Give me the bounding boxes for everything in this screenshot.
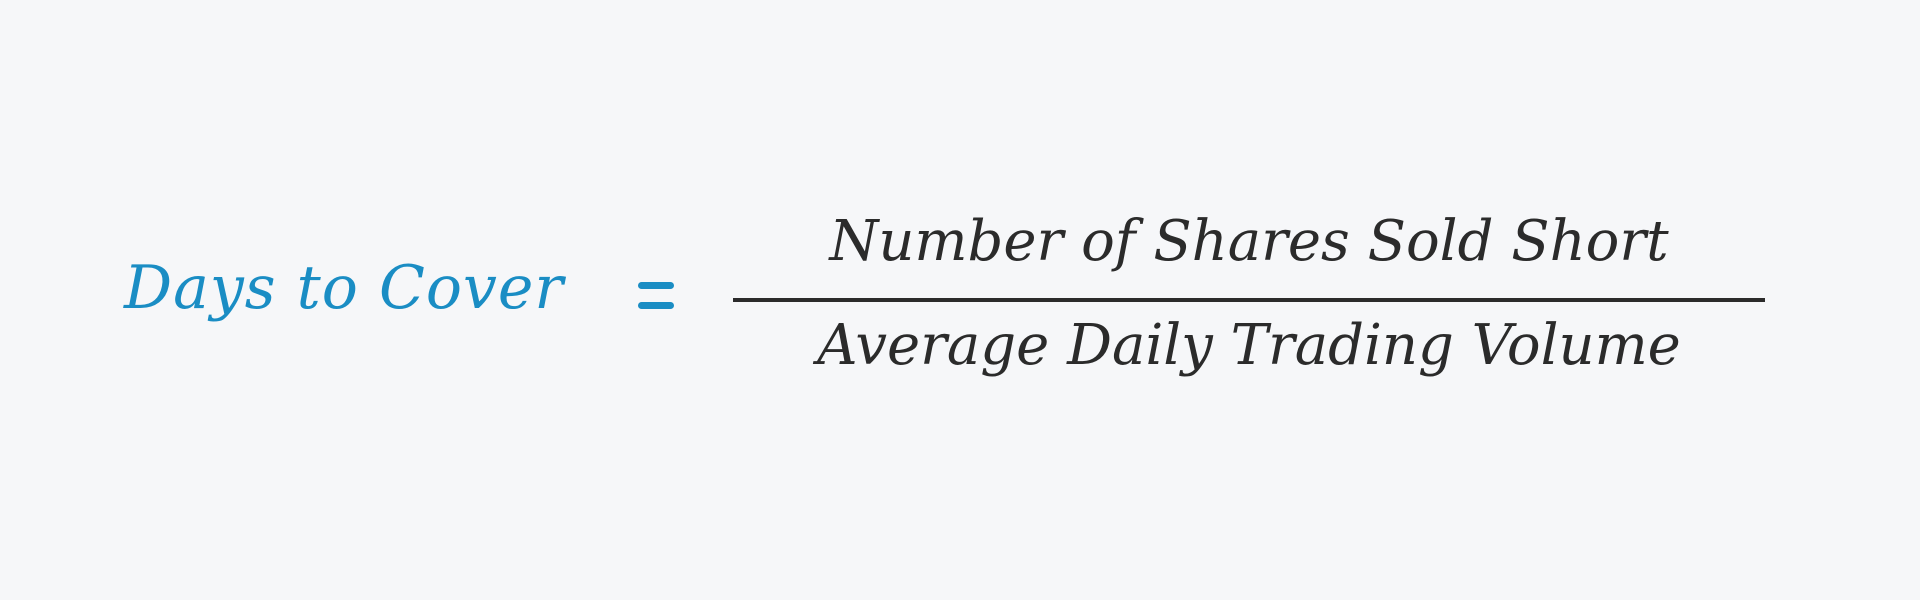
equals-bar-bottom (638, 302, 674, 309)
formula-numerator: Number of Shares Sold Short (829, 209, 1669, 274)
equals-bar-top (638, 282, 674, 289)
formula-lhs: Days to Cover (124, 253, 565, 323)
fraction-line (733, 298, 1765, 302)
equals-sign (638, 282, 674, 310)
formula-denominator: Average Daily Trading Volume (817, 313, 1681, 378)
